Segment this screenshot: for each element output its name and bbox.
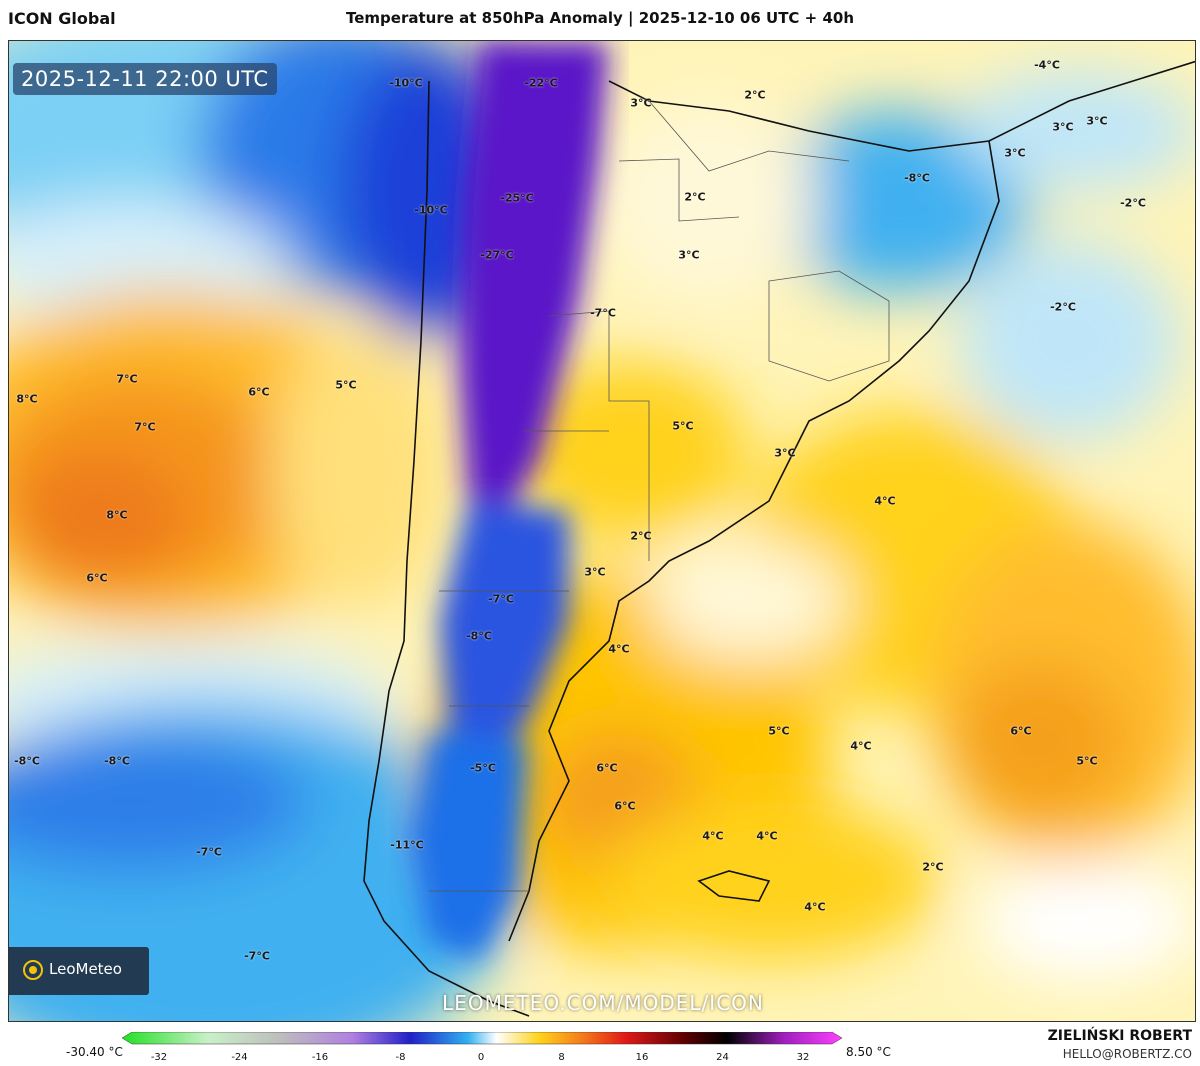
isotherm-label: 2°C: [684, 190, 706, 204]
isotherm-label: -27°C: [480, 248, 514, 262]
isotherm-label: 6°C: [596, 761, 618, 775]
isotherm-label: 5°C: [1076, 754, 1098, 768]
isotherm-label: -10°C: [414, 203, 448, 217]
isotherm-label: -7°C: [244, 949, 270, 963]
watermark: LEOMETEO.COM/MODEL/ICON: [442, 991, 764, 1015]
borders: [429, 100, 890, 892]
isotherm-label: 5°C: [672, 419, 694, 433]
isotherm-label: -8°C: [104, 754, 130, 768]
temperature-field: [9, 41, 1195, 1021]
coastline: [363, 60, 1195, 1017]
isotherm-label: -7°C: [488, 592, 514, 606]
isotherm-label: 3°C: [630, 96, 652, 110]
isotherm-label: 5°C: [768, 724, 790, 738]
isotherm-label: -2°C: [1050, 300, 1076, 314]
isotherm-label: 3°C: [774, 446, 796, 460]
isotherm-label: 4°C: [850, 739, 872, 753]
isotherm-label: 7°C: [134, 420, 156, 434]
isotherm-label: -8°C: [904, 171, 930, 185]
isotherm-label: 4°C: [804, 900, 826, 914]
isotherm-label: 4°C: [608, 642, 630, 656]
colorbar-tick: -32: [150, 1052, 168, 1063]
map-title: Temperature at 850hPa Anomaly | 2025-12-…: [346, 9, 854, 27]
isotherm-label: 8°C: [106, 508, 128, 522]
author-email: HELLO@ROBERTZ.CO: [1062, 1047, 1192, 1061]
isotherm-label: -22°C: [524, 76, 558, 90]
isotherm-label: 8°C: [16, 392, 38, 406]
isotherm-label: -4°C: [1034, 58, 1060, 72]
colorbar-tick: 16: [635, 1052, 649, 1063]
isotherm-label: -5°C: [470, 761, 496, 775]
isotherm-label: 6°C: [1010, 724, 1032, 738]
isotherm-label: -7°C: [590, 306, 616, 320]
isotherm-label: -10°C: [389, 76, 423, 90]
isotherm-label: -8°C: [466, 629, 492, 643]
leometeo-logo[interactable]: LeoMeteo: [9, 947, 149, 995]
isotherm-label: 2°C: [744, 88, 766, 102]
isotherm-label: 3°C: [1004, 146, 1026, 160]
isotherm-label: 3°C: [678, 248, 700, 262]
isotherm-label: 7°C: [116, 372, 138, 386]
isotherm-label: -8°C: [14, 754, 40, 768]
anomaly-map: 2025-12-11 22:00 UTC -10°C -22°C 3°C 2°C -4°…: [8, 40, 1196, 1022]
isotherm-label: -7°C: [196, 845, 222, 859]
colorbar-tick: 32: [796, 1052, 810, 1063]
isotherm-label: -11°C: [390, 838, 424, 852]
isotherm-label: 5°C: [335, 378, 357, 392]
colorbar-max: 8.50 °C: [846, 1045, 891, 1059]
sun-icon: [23, 960, 43, 980]
isotherm-label: 6°C: [86, 571, 108, 585]
isotherm-label: 6°C: [614, 799, 636, 813]
colorbar-tick: 24: [716, 1052, 729, 1063]
isotherm-label: 3°C: [1052, 120, 1074, 134]
isotherm-label: 4°C: [874, 494, 896, 508]
logo-text: LeoMeteo: [49, 960, 122, 978]
isotherm-label: -25°C: [500, 191, 534, 205]
model-name: ICON Global: [8, 9, 116, 28]
colorbar-tick: -8: [395, 1052, 406, 1063]
isotherm-label: 6°C: [248, 385, 270, 399]
colorbar-tick: -24: [231, 1052, 248, 1063]
isotherm-label: 3°C: [584, 565, 606, 579]
isotherm-label: -2°C: [1120, 196, 1146, 210]
isotherm-label: 2°C: [922, 860, 944, 874]
colorbar-gradient: [122, 1032, 842, 1045]
isotherm-label: 2°C: [630, 529, 652, 543]
isotherm-label: 4°C: [702, 829, 724, 843]
isotherm-label: 4°C: [756, 829, 778, 843]
colorbar-tick: 0: [477, 1052, 485, 1063]
colorbar-tick: -16: [311, 1052, 329, 1063]
isotherm-label: 3°C: [1086, 114, 1108, 128]
header: ICON Global Temperature at 850hPa Anomal…: [0, 0, 1200, 38]
colorbar-tick: 8: [558, 1052, 565, 1063]
author-name: ZIELIŃSKI ROBERT: [1047, 1028, 1192, 1044]
colorbar-min: -30.40 °C: [66, 1045, 123, 1059]
colorbar: -30.40 °C 8.50 °C -32 -24 -16 -8 0 8 16 24: [0, 1024, 1200, 1066]
valid-time: 2025-12-11 22:00 UTC: [13, 63, 277, 95]
